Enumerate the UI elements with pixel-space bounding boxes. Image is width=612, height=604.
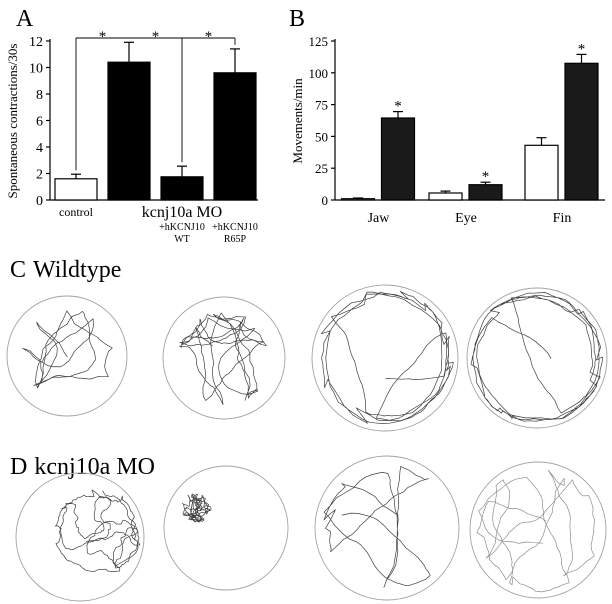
bar xyxy=(54,178,98,201)
bar-label: R65P xyxy=(224,234,247,245)
bar xyxy=(340,198,376,201)
significance-star: * xyxy=(152,29,160,45)
bar xyxy=(524,144,559,201)
bar-label: +hKCNJ10 xyxy=(159,222,205,233)
wildtype-arena-1 xyxy=(6,295,128,417)
morphant-arena-2 xyxy=(163,465,289,591)
arena-circle xyxy=(314,455,460,601)
bar xyxy=(380,117,416,201)
morphant-arena-3 xyxy=(314,455,460,601)
category-label: Fin xyxy=(553,211,572,226)
bar xyxy=(160,176,204,201)
arena-circle xyxy=(469,461,607,599)
category-label: Eye xyxy=(455,211,477,226)
y-tick-label: 50 xyxy=(315,129,328,144)
trajectory-path xyxy=(22,310,113,389)
bar-chart-b: 0 25 50 75 100 125 Jaw Eye Fin * * * xyxy=(309,34,605,226)
panel-title-c: C Wildtype xyxy=(10,257,121,283)
significance-star: * xyxy=(205,29,213,45)
group-label: kcnj10a MO xyxy=(142,204,222,221)
panel-caption-d: kcnj10a MO xyxy=(34,454,155,480)
bar xyxy=(564,62,599,201)
arena-circle xyxy=(311,284,459,432)
panel-letter-d: D xyxy=(10,454,27,480)
arena-circle xyxy=(6,295,128,417)
bar xyxy=(107,61,151,201)
panel-a: A Spontaneous contractions/30s 0 2 4 6 8 10 12… xyxy=(5,6,258,245)
arena-circle xyxy=(466,287,608,429)
morphant-arenas xyxy=(15,455,607,602)
y-tick-label: 100 xyxy=(309,66,329,81)
morphant-arena-4 xyxy=(469,461,607,599)
significance-star: * xyxy=(99,29,107,45)
panel-b: B Movements/min 0 25 50 75 100 125 Jaw Eye Fin * *… xyxy=(289,6,605,226)
arena-circle xyxy=(163,465,289,591)
trajectory-path xyxy=(179,312,267,405)
y-axis-label-a: Spontaneous contractions/30s xyxy=(5,44,20,199)
bar xyxy=(428,192,463,201)
panel-letter-c: C xyxy=(10,257,26,283)
trajectory-path xyxy=(320,291,454,424)
morphant-arena-1 xyxy=(15,472,145,602)
trajectory-path xyxy=(323,466,431,588)
bar-chart-a: 024681012control+hKCNJ10WT+hKCNJ10R65Pkc… xyxy=(29,29,258,245)
arena-circle xyxy=(15,472,145,602)
y-tick-label: 4 xyxy=(36,141,43,156)
trajectory-path xyxy=(182,493,212,523)
y-tick-label: 125 xyxy=(309,34,329,49)
y-tick-label: 8 xyxy=(36,88,43,103)
y-tick-label: 0 xyxy=(36,194,43,209)
significance-star: * xyxy=(578,41,586,57)
trajectory-path xyxy=(476,469,595,593)
y-tick-label: 2 xyxy=(36,168,43,183)
panel-c: C Wildtype xyxy=(6,257,608,432)
y-tick-label: 25 xyxy=(315,161,328,176)
bar xyxy=(213,72,257,201)
wildtype-arenas xyxy=(6,284,608,432)
panel-caption-c: Wildtype xyxy=(33,257,121,283)
wildtype-arena-4 xyxy=(466,287,608,429)
category-label: Jaw xyxy=(368,211,391,226)
panel-letter-b: B xyxy=(289,6,305,32)
y-tick-label: 0 xyxy=(322,193,329,208)
y-tick-label: 12 xyxy=(29,35,43,50)
significance-star: * xyxy=(394,99,402,115)
panel-letter-a: A xyxy=(16,6,34,32)
y-axis-label-b: Movements/min xyxy=(290,78,305,164)
y-tick-label: 75 xyxy=(315,98,328,113)
wildtype-arena-2 xyxy=(162,296,286,420)
y-tick-label: 10 xyxy=(29,62,43,77)
wildtype-arena-3 xyxy=(311,284,459,432)
bar-label: control xyxy=(59,205,94,219)
significance-star: * xyxy=(482,169,490,185)
arena-circle xyxy=(162,296,286,420)
bar xyxy=(468,184,503,201)
trajectory-path xyxy=(470,292,603,422)
y-tick-label: 6 xyxy=(36,115,43,130)
bar-label: +hKCNJ10 xyxy=(212,222,258,233)
bar-label: WT xyxy=(174,234,190,245)
trajectory-path xyxy=(54,489,141,573)
